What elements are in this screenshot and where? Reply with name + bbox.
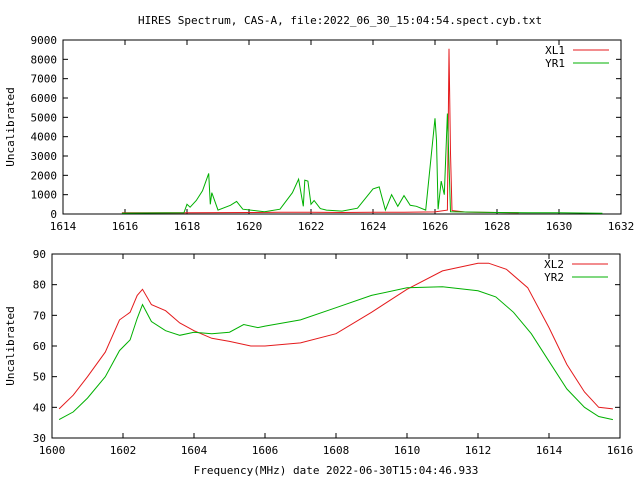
bottom-x-tick-label: 1614 [536, 444, 563, 457]
bottom-x-tick-label: 1612 [465, 444, 492, 457]
top-legend-label-yr1: YR1 [545, 57, 565, 70]
bottom-y-axis-label: Uncalibrated [4, 306, 17, 385]
top-y-tick-label: 2000 [31, 169, 58, 182]
top-y-tick-label: 5000 [31, 111, 58, 124]
bottom-y-tick-label: 70 [33, 309, 46, 322]
bottom-y-tick-label: 30 [33, 432, 46, 445]
top-y-tick-label: 8000 [31, 53, 58, 66]
top-series-yr1 [121, 113, 603, 214]
bottom-panel: 1600 1602 1604 1606 1608 1610 1612 1614 1616 30 40… [4, 248, 633, 477]
top-x-tick-label: 1616 [112, 220, 139, 233]
top-x-tick-label: 1622 [298, 220, 325, 233]
top-series-xl1 [121, 48, 519, 214]
bottom-x-tick-label: 1608 [323, 444, 350, 457]
top-y-tick-label: 7000 [31, 73, 58, 86]
top-y-tick-label: 0 [50, 208, 57, 221]
bottom-x-tick-label: 1602 [110, 444, 137, 457]
bottom-series-yr2 [58, 286, 614, 421]
bottom-x-tick-label: 1606 [252, 444, 279, 457]
bottom-plot-frame [51, 253, 621, 439]
bottom-y-tick-label: 60 [33, 340, 46, 353]
top-x-tick-label: 1630 [546, 220, 573, 233]
bottom-x-tick-label: 1600 [39, 444, 66, 457]
top-y-tick-label: 9000 [31, 34, 58, 47]
bottom-x-tick-label: 1616 [607, 444, 634, 457]
top-x-tick-label: 1624 [360, 220, 387, 233]
top-x-tick-label: 1618 [174, 220, 201, 233]
top-y-tick-label: 4000 [31, 131, 58, 144]
bottom-legend-label-yr2: YR2 [544, 271, 564, 284]
top-y-tick-label: 6000 [31, 92, 58, 105]
top-y-tick-label: 3000 [31, 150, 58, 163]
top-x-tick-label: 1620 [236, 220, 263, 233]
top-x-tick-label: 1626 [422, 220, 449, 233]
bottom-y-tick-label: 80 [33, 279, 46, 292]
top-plot-frame [62, 39, 622, 215]
bottom-x-tick-label: 1604 [181, 444, 208, 457]
bottom-x-axis-label: Frequency(MHz) date 2022-06-30T15:04:46.… [194, 464, 479, 477]
top-y-tick-label: 1000 [31, 189, 58, 202]
bottom-series-xl2 [58, 262, 613, 410]
bottom-x-tick-label: 1610 [394, 444, 421, 457]
top-x-tick-label: 1628 [484, 220, 511, 233]
top-panel: 1614 1616 1618 1620 1622 1624 1626 1628 1630 1632… [4, 34, 634, 233]
chart-title: HIRES Spectrum, CAS-A, file:2022_06_30_1… [138, 14, 542, 27]
top-legend-label-xl1: XL1 [545, 44, 565, 57]
top-x-tick-label: 1632 [608, 220, 635, 233]
bottom-legend-label-xl2: XL2 [544, 258, 564, 271]
bottom-y-tick-label: 40 [33, 401, 46, 414]
bottom-y-tick-label: 50 [33, 371, 46, 384]
bottom-y-tick-label: 90 [33, 248, 46, 261]
top-y-axis-label: Uncalibrated [4, 87, 17, 166]
top-x-tick-label: 1614 [50, 220, 77, 233]
